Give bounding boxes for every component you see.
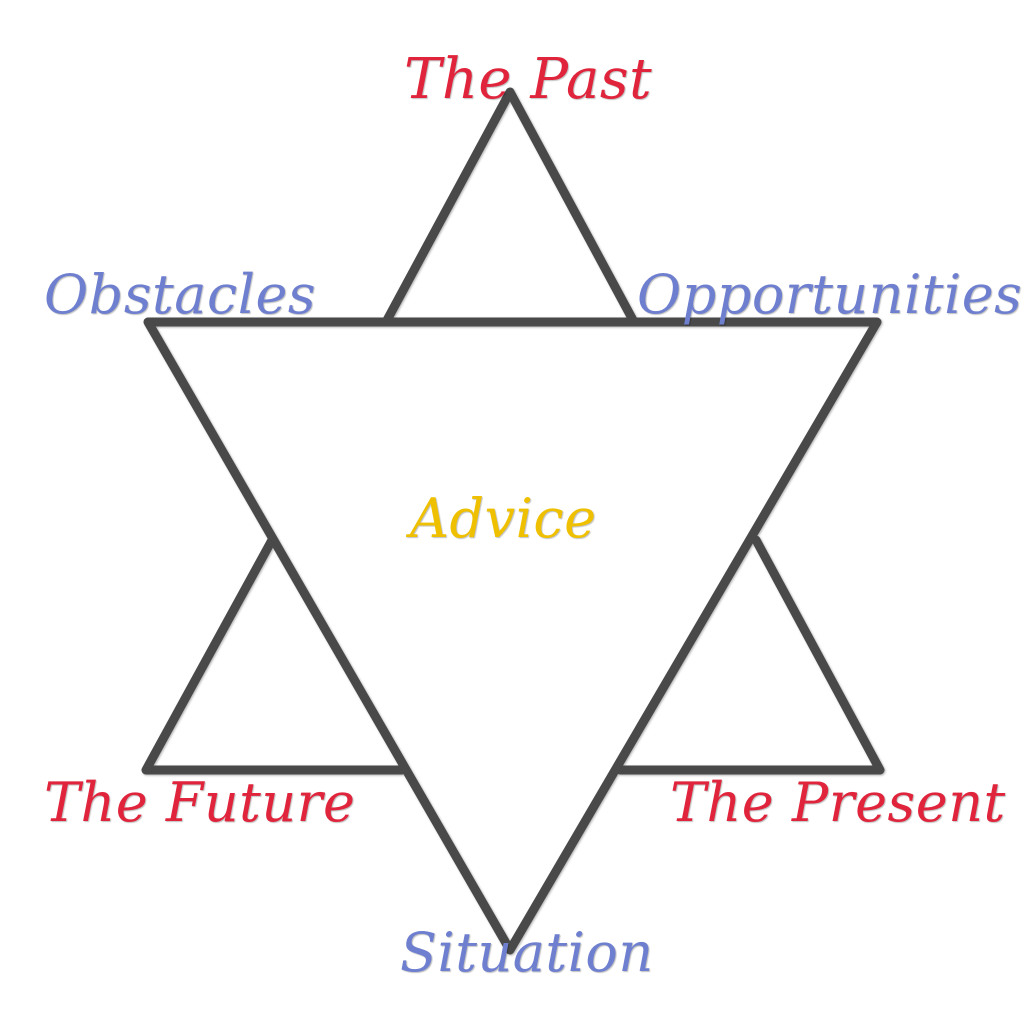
label-opportunities: Opportunities [637,263,1023,326]
label-obstacles: Obstacles [44,263,317,326]
label-the-past: The Past [404,47,653,112]
top-triangle-point [381,87,639,327]
downward-triangle [143,317,882,955]
label-the-future: The Future [44,771,356,834]
right-triangle-point [615,535,885,775]
left-triangle-point [141,535,407,775]
label-advice: Advice [410,487,597,550]
label-situation: Situation [400,921,654,984]
label-the-present: The Present [670,771,1006,834]
